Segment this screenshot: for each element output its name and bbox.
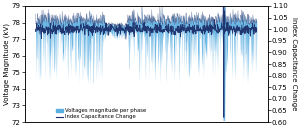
Y-axis label: Voltage Magnitude (kV): Voltage Magnitude (kV) (4, 23, 10, 105)
Y-axis label: Index Capacitance Change: Index Capacitance Change (290, 17, 296, 111)
Legend: Voltages magnitude per phase, Index Capacitance Change: Voltages magnitude per phase, Index Capa… (56, 108, 146, 119)
